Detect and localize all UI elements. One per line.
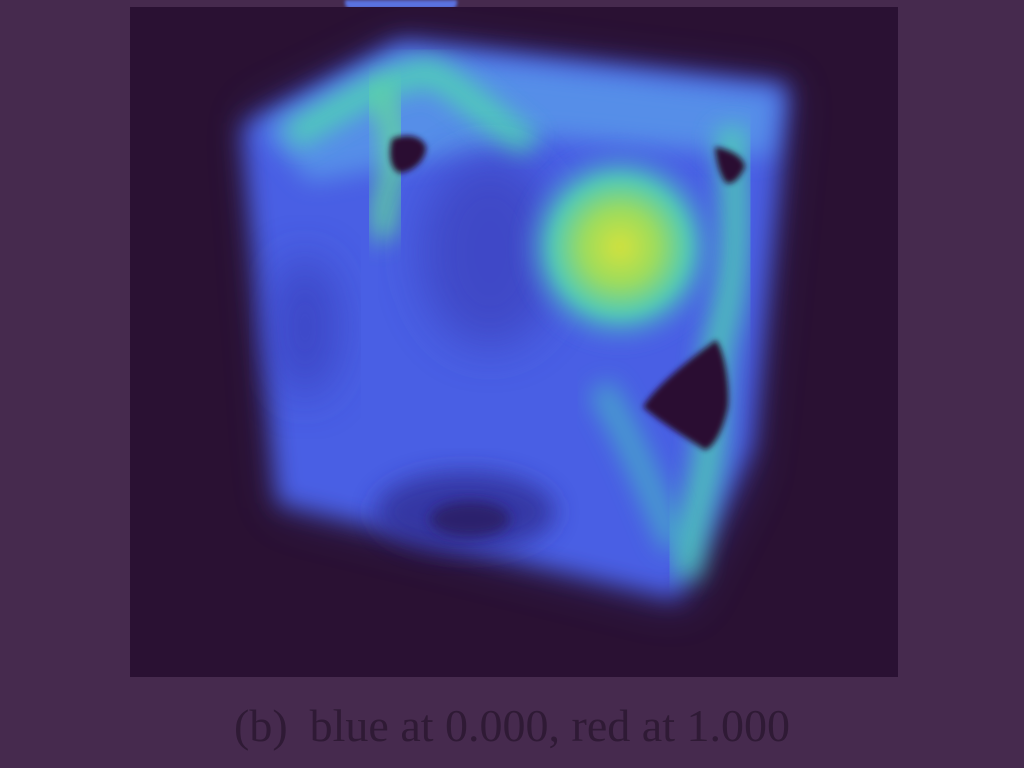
interior-shadow — [430, 501, 510, 537]
caption-label: (b) — [234, 700, 288, 751]
cube-hole — [643, 340, 729, 450]
caption-text: blue at 0.000, red at 1.000 — [309, 700, 790, 751]
cube-edge-glow — [362, 78, 410, 246]
cropped-image-edge — [345, 0, 457, 9]
cube-hole — [715, 147, 745, 184]
cube-hole — [390, 135, 426, 173]
cube-render — [242, 41, 790, 607]
interior-shadow — [270, 257, 340, 397]
volume-render-panel — [130, 7, 898, 677]
bright-blob — [515, 142, 725, 352]
cube-edge-glow — [282, 57, 539, 159]
figure-caption: (b) blue at 0.000, red at 1.000 — [0, 698, 1024, 754]
cube-edge-glow — [588, 380, 688, 552]
